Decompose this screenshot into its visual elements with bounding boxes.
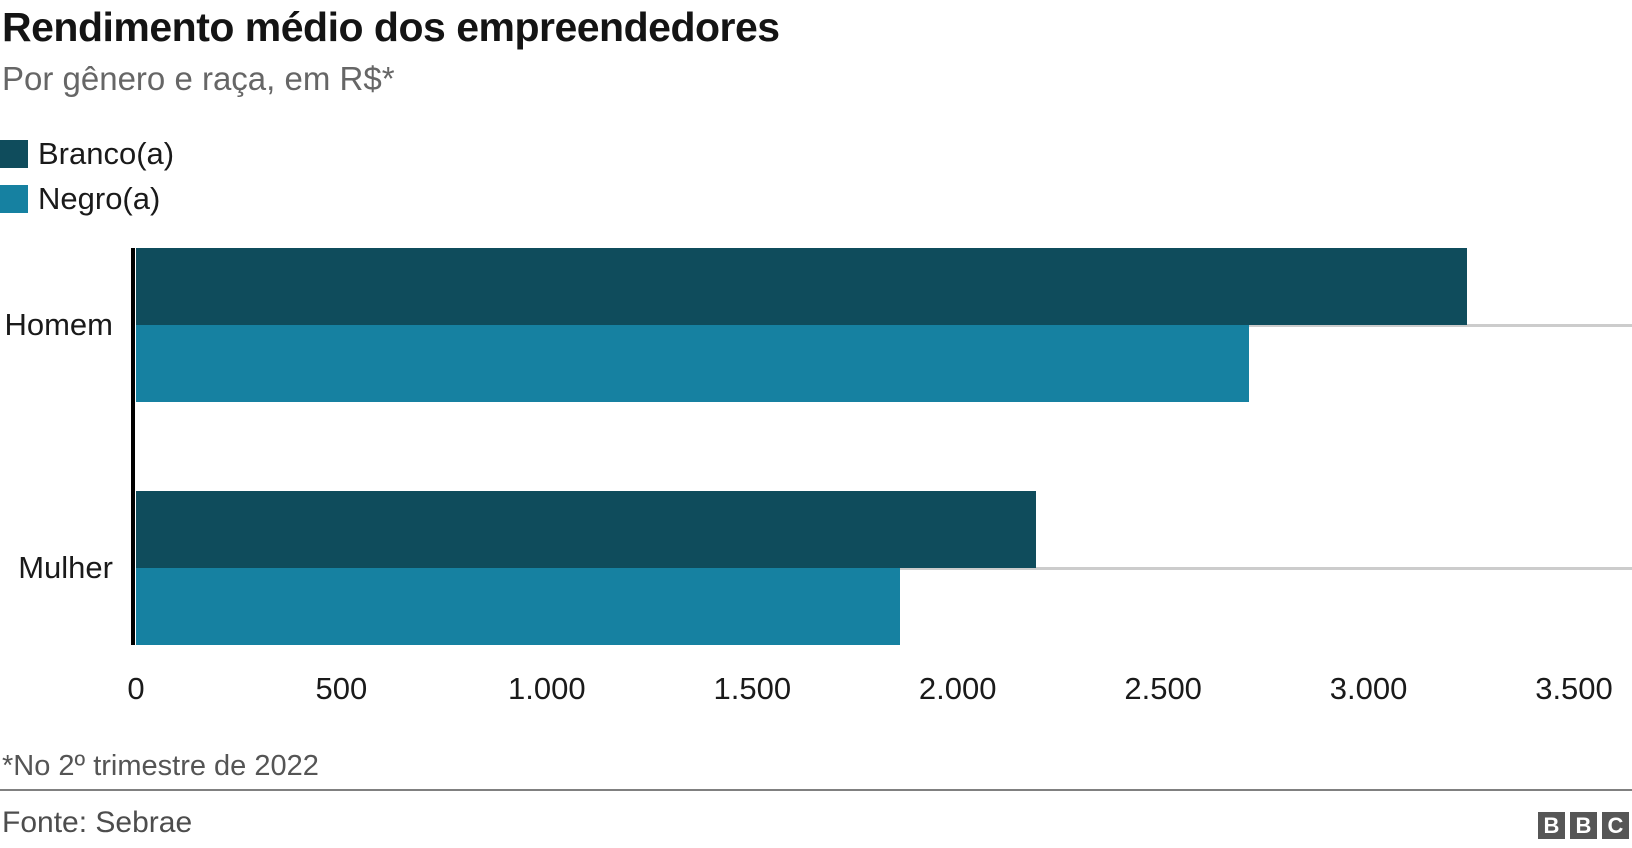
x-tick-label-0: 0: [127, 671, 145, 706]
bar-homem-branco-a: [136, 248, 1468, 325]
bar-mulher-branco-a: [136, 491, 1036, 568]
bar-mulher-negro-a: [136, 568, 901, 645]
bbc-logo-square: B: [1570, 812, 1597, 839]
chart-subtitle: Por gênero e raça, em R$*: [2, 60, 395, 97]
bbc-logo-square: B: [1538, 812, 1565, 839]
x-tick-label-3-500: 3.500: [1535, 671, 1613, 706]
footnote: *No 2º trimestre de 2022: [2, 750, 319, 782]
x-tick-label-3-000: 3.000: [1329, 671, 1408, 706]
x-tick-label-2-000: 2.000: [918, 671, 997, 706]
legend-swatch-negro-a: [0, 185, 28, 213]
legend-swatch-branco-a: [0, 140, 28, 168]
chart-title: Rendimento médio dos empreendedores: [2, 4, 780, 50]
x-tick-label-2-500: 2.500: [1124, 671, 1202, 706]
footer-divider: [0, 789, 1632, 791]
bar-homem-negro-a: [136, 325, 1250, 402]
x-tick-label-1-000: 1.000: [508, 671, 586, 706]
source: Fonte: Sebrae: [2, 806, 193, 839]
x-tick-label-500: 500: [315, 671, 368, 706]
legend-item-negro-a: Negro(a): [0, 180, 174, 218]
legend-item-branco-a: Branco(a): [0, 135, 174, 173]
bbc-logo-square: C: [1602, 812, 1629, 839]
category-label-mulher: Mulher: [18, 550, 113, 585]
category-label-homem: Homem: [4, 307, 113, 342]
x-tick-label-1-500: 1.500: [713, 671, 792, 706]
legend-label: Negro(a): [38, 181, 161, 216]
y-axis-line: [131, 248, 135, 645]
legend-label: Branco(a): [38, 136, 175, 171]
legend: Branco(a) Negro(a): [0, 135, 174, 225]
